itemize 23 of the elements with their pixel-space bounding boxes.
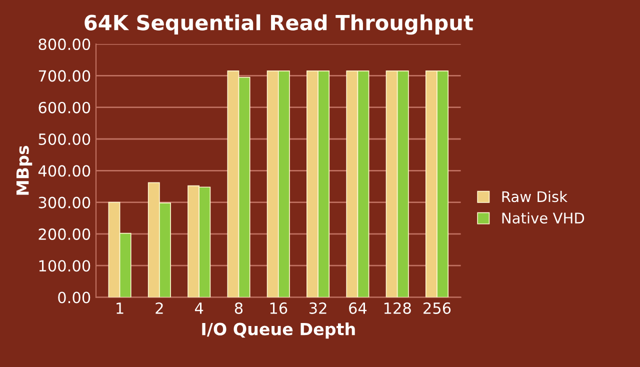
y-tick-label: 400.00 xyxy=(38,165,90,177)
y-tick-label: 200.00 xyxy=(38,228,90,240)
chart-title: 64K Sequential Read Throughput xyxy=(84,14,473,35)
x-tick-label: 2 xyxy=(156,302,163,314)
x-tick-label: 256 xyxy=(424,302,451,314)
y-axis-title: MBps xyxy=(16,146,32,195)
y-tick-label: 300.00 xyxy=(38,196,90,208)
x-tick-label: 16 xyxy=(270,302,288,314)
x-tick-label: 8 xyxy=(234,302,243,314)
x-tick-label: 1 xyxy=(116,302,124,314)
y-tick-label: 500.00 xyxy=(38,133,90,146)
x-tick-label: 4 xyxy=(194,302,204,314)
y-tick-label: 0.00 xyxy=(58,292,90,304)
x-tick-label: 32 xyxy=(309,302,326,314)
legend-label: Raw Disk xyxy=(502,190,568,202)
y-tick-label: 700.00 xyxy=(38,70,90,82)
y-tick-label: 100.00 xyxy=(39,260,90,272)
x-tick-label: 128 xyxy=(384,302,411,314)
legend-label: Native VHD xyxy=(502,212,584,224)
y-tick-label: 600.00 xyxy=(38,102,90,114)
y-tick-label: 800.00 xyxy=(38,38,90,50)
x-tick-label: 64 xyxy=(349,302,367,314)
x-axis-title: I/O Queue Depth xyxy=(202,322,355,339)
